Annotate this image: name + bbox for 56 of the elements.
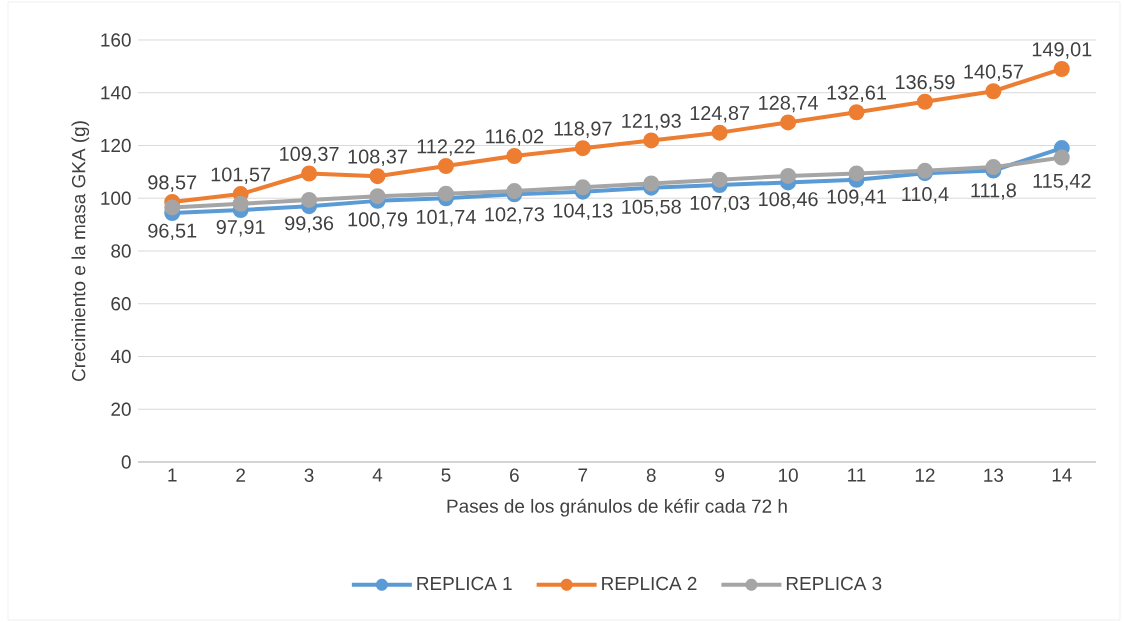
data-label: 96,51 — [148, 223, 197, 241]
data-label: 101,74 — [416, 209, 476, 227]
data-label: 115,42 — [1033, 173, 1091, 191]
x-tick-label: 10 — [778, 468, 798, 482]
data-label: 100,79 — [348, 212, 408, 229]
y-tick-label: 80 — [111, 244, 131, 258]
x-tick-label: 3 — [304, 468, 314, 482]
data-label: 136,59 — [895, 75, 955, 92]
x-tick-label: 11 — [848, 468, 866, 482]
data-label: 104,13 — [553, 203, 613, 220]
x-tick-label: 8 — [646, 468, 656, 482]
data-label: 128,74 — [759, 95, 818, 113]
y-axis-title: Crecimiento e la masa GKA (g) — [71, 121, 90, 381]
data-label: 149,01 — [1032, 42, 1092, 59]
data-label: 102,73 — [485, 207, 544, 224]
data-label: 101,57 — [211, 167, 271, 184]
x-tick-label: 12 — [915, 468, 935, 482]
data-label: 108,46 — [759, 192, 818, 209]
x-tick-label: 1 — [168, 468, 177, 482]
data-label: 109,37 — [280, 146, 339, 164]
x-tick-label: 9 — [715, 468, 725, 482]
legend-label: REPLICA 1 — [417, 576, 512, 591]
legend-label: REPLICA 3 — [786, 576, 882, 591]
data-label: 132,61 — [827, 85, 886, 103]
x-tick-label: 7 — [578, 468, 588, 482]
y-tick-label: 100 — [101, 191, 131, 205]
data-label: 105,58 — [622, 199, 681, 217]
data-label: 98,57 — [148, 175, 197, 192]
data-label: 107,03 — [690, 195, 750, 213]
data-label: 118,97 — [554, 121, 612, 138]
x-tick-label: 4 — [372, 468, 383, 482]
data-label: 124,87 — [690, 105, 750, 123]
y-tick-label: 60 — [111, 297, 131, 311]
data-label: 108,37 — [348, 149, 407, 166]
legend-label: REPLICA 2 — [602, 576, 697, 591]
y-tick-label: 140 — [101, 86, 131, 100]
data-label: 116,02 — [486, 129, 544, 146]
y-tick-label: 120 — [101, 138, 131, 153]
x-tick-label: 14 — [1052, 468, 1072, 482]
data-label: 110,4 — [902, 187, 949, 204]
x-axis-title: Pases de los gránulos de kéfir cada 72 h — [447, 498, 787, 517]
y-tick-label: 160 — [101, 33, 131, 47]
y-tick-label: 40 — [110, 349, 131, 364]
data-label: 97,91 — [216, 219, 265, 237]
x-tick-label: 5 — [441, 468, 451, 482]
y-tick-label: 20 — [111, 402, 131, 416]
x-tick-label: 13 — [984, 468, 1004, 482]
y-tick-label: 0 — [121, 455, 131, 469]
data-label: 109,41 — [827, 189, 886, 207]
data-label: 140,57 — [964, 64, 1023, 82]
data-label: 111,8 — [971, 183, 1016, 200]
x-tick-label: 6 — [510, 468, 519, 482]
data-label: 121,93 — [622, 113, 681, 131]
x-tick-label: 2 — [236, 468, 245, 482]
data-label: 112,22 — [417, 139, 475, 156]
data-label: 99,36 — [285, 216, 334, 233]
